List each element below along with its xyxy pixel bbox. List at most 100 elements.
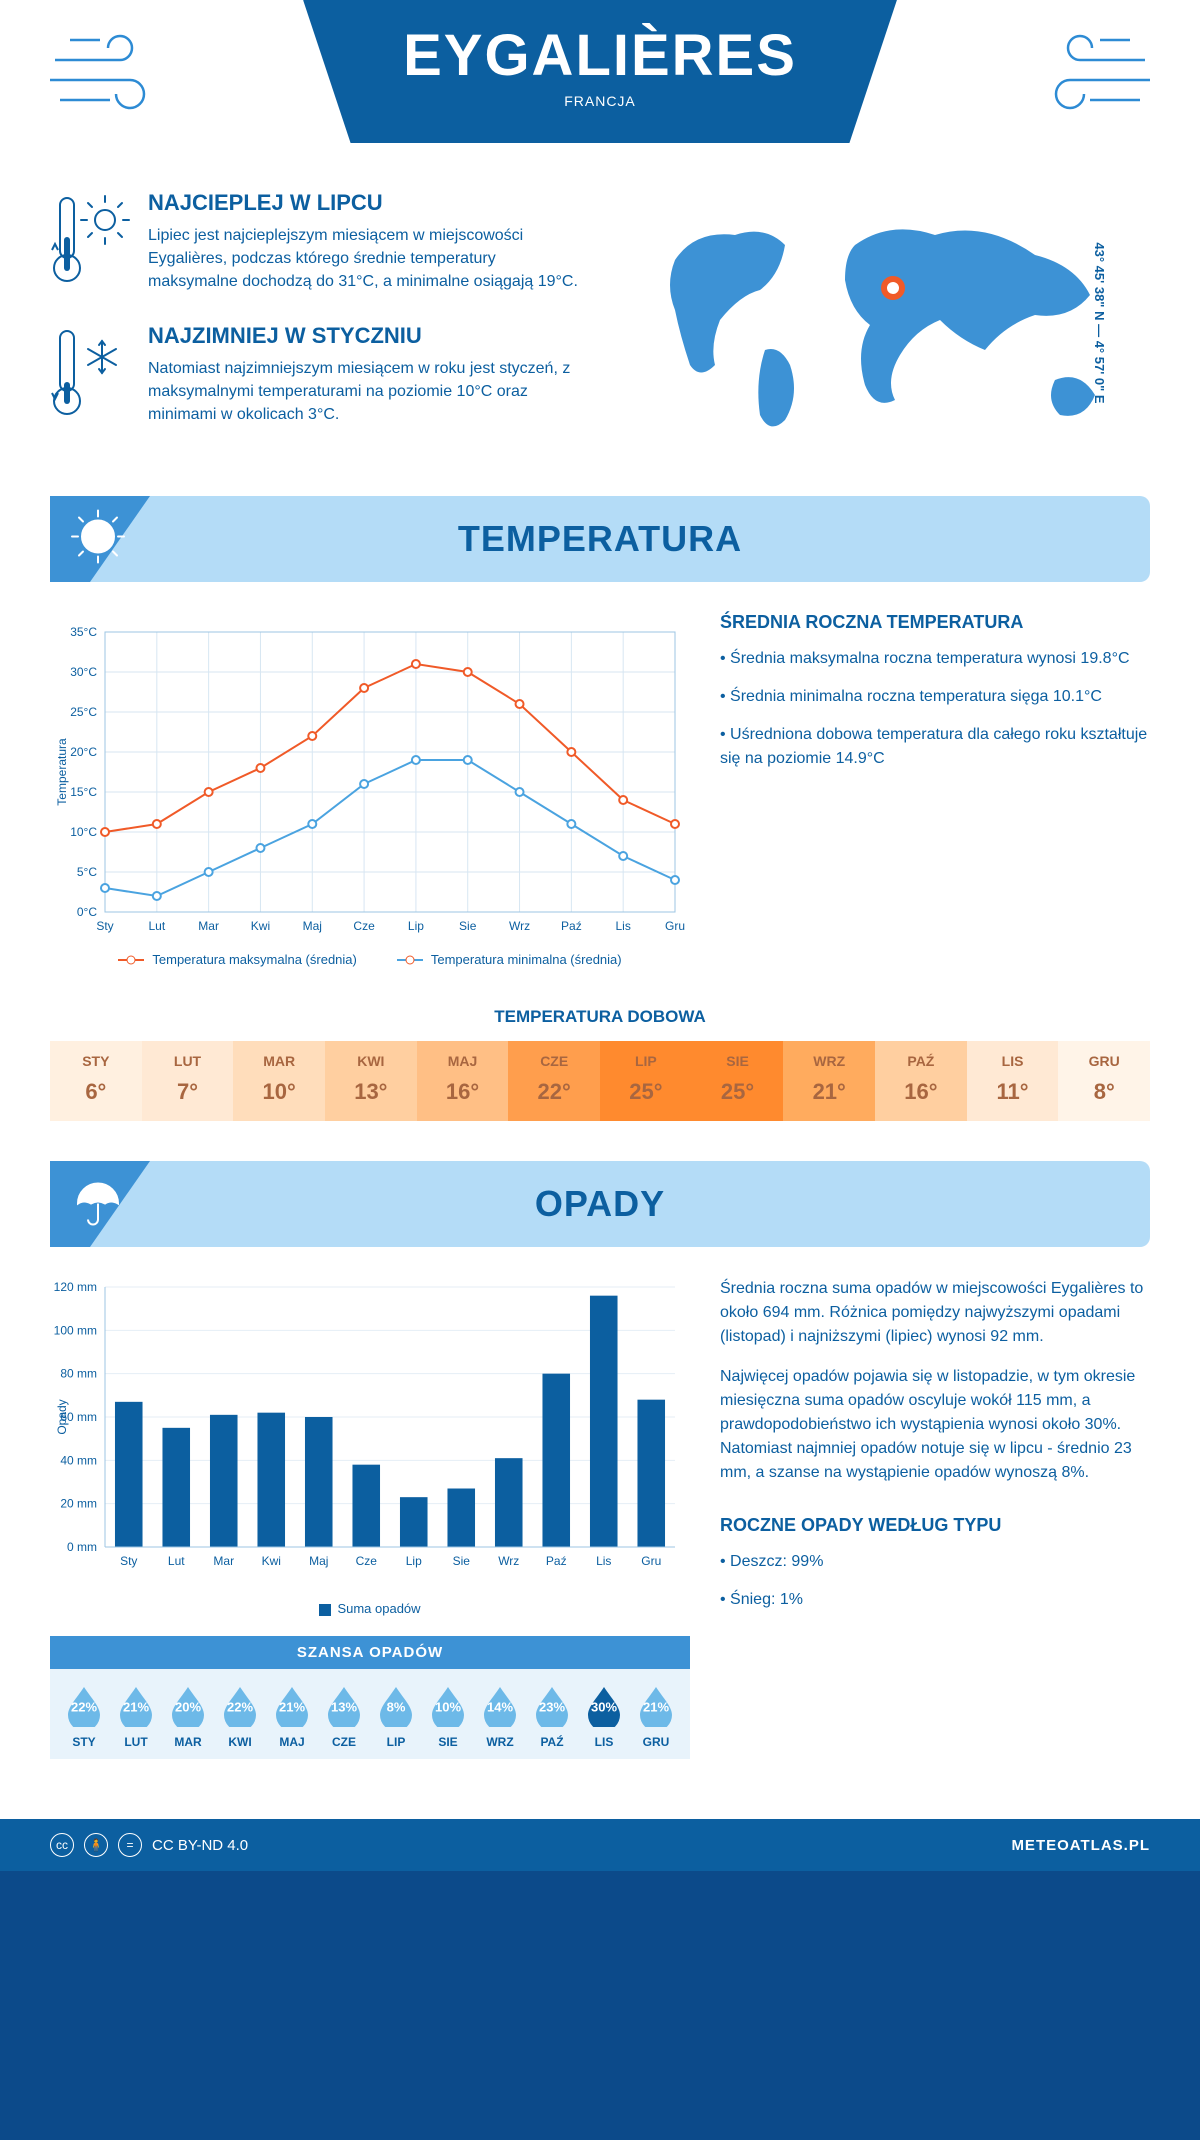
svg-text:Wrz: Wrz xyxy=(498,1554,519,1568)
svg-text:Maj: Maj xyxy=(303,919,322,933)
raindrop-icon: 30% xyxy=(582,1683,626,1727)
svg-text:0°C: 0°C xyxy=(77,905,97,919)
temp-value: 22° xyxy=(508,1079,600,1105)
bullet: • Deszcz: 99% xyxy=(720,1550,1150,1574)
daily-temp-title: TEMPERATURA DOBOWA xyxy=(0,1007,1200,1027)
svg-text:Mar: Mar xyxy=(198,919,219,933)
chance-cell: 30% LIS xyxy=(578,1683,630,1749)
svg-text:100 mm: 100 mm xyxy=(54,1323,97,1337)
raindrop-icon: 22% xyxy=(218,1683,262,1727)
bullet: • Uśredniona dobowa temperatura dla całe… xyxy=(720,723,1150,771)
chance-value: 30% xyxy=(582,1699,626,1714)
svg-text:10°C: 10°C xyxy=(70,825,97,839)
svg-text:20°C: 20°C xyxy=(70,745,97,759)
svg-text:Temperatura: Temperatura xyxy=(55,738,69,806)
svg-text:Gru: Gru xyxy=(665,919,685,933)
svg-text:35°C: 35°C xyxy=(70,625,97,639)
wind-icon xyxy=(1010,30,1150,125)
month-label: LIS xyxy=(967,1053,1059,1069)
precipitation-banner: OPADY xyxy=(50,1161,1150,1247)
svg-text:5°C: 5°C xyxy=(77,865,97,879)
info-row: NAJCIEPLEJ W LIPCU Lipiec jest najcieple… xyxy=(0,170,1200,496)
temp-value: 13° xyxy=(325,1079,417,1105)
chance-title: SZANSA OPADÓW xyxy=(50,1636,690,1669)
svg-text:Paź: Paź xyxy=(546,1554,567,1568)
world-map: 43° 45' 38" N — 4° 57' 0" E xyxy=(620,190,1150,456)
chance-strip: 22% STY 21% LUT 20% MAR 22% KWI 21% MAJ … xyxy=(50,1669,690,1759)
raindrop-icon: 13% xyxy=(322,1683,366,1727)
svg-text:Cze: Cze xyxy=(353,919,375,933)
temp-value: 8° xyxy=(1058,1079,1150,1105)
month-label: WRZ xyxy=(474,1735,526,1749)
coldest-block: NAJZIMNIEJ W STYCZNIU Natomiast najzimni… xyxy=(50,323,580,428)
sun-icon xyxy=(68,507,128,572)
bullet: • Średnia maksymalna roczna temperatura … xyxy=(720,647,1150,671)
month-label: LUT xyxy=(110,1735,162,1749)
chance-cell: 21% LUT xyxy=(110,1683,162,1749)
chance-value: 21% xyxy=(270,1699,314,1714)
month-label: CZE xyxy=(508,1053,600,1069)
cc-icon: cc xyxy=(50,1833,74,1857)
precip-legend: Suma opadów xyxy=(50,1601,690,1616)
chance-cell: 23% PAŹ xyxy=(526,1683,578,1749)
temp-value: 10° xyxy=(233,1079,325,1105)
month-label: WRZ xyxy=(783,1053,875,1069)
month-label: SIE xyxy=(692,1053,784,1069)
bullet: • Średnia minimalna roczna temperatura s… xyxy=(720,685,1150,709)
svg-text:Lip: Lip xyxy=(406,1554,422,1568)
temperature-banner: TEMPERATURA xyxy=(50,496,1150,582)
svg-text:30°C: 30°C xyxy=(70,665,97,679)
temp-cell: CZE 22° xyxy=(508,1041,600,1121)
temp-value: 7° xyxy=(142,1079,234,1105)
city-title: EYGALIÈRES xyxy=(403,22,797,89)
svg-text:0 mm: 0 mm xyxy=(67,1540,97,1554)
chance-value: 14% xyxy=(478,1699,522,1714)
nd-icon: = xyxy=(118,1833,142,1857)
temp-cell: LUT7° xyxy=(142,1041,234,1121)
svg-text:Gru: Gru xyxy=(641,1554,661,1568)
temp-value: 11° xyxy=(967,1079,1059,1105)
svg-text:40 mm: 40 mm xyxy=(60,1453,97,1467)
coldest-text: Natomiast najzimniejszym miesiącem w rok… xyxy=(148,357,580,427)
raindrop-icon: 22% xyxy=(62,1683,106,1727)
svg-text:Sty: Sty xyxy=(96,919,113,933)
month-label: PAŹ xyxy=(875,1053,967,1069)
chance-cell: 20% MAR xyxy=(162,1683,214,1749)
month-label: MAR xyxy=(233,1053,325,1069)
chance-cell: 13% CZE xyxy=(318,1683,370,1749)
coldest-title: NAJZIMNIEJ W STYCZNIU xyxy=(148,323,580,349)
annual-temp-text: ŚREDNIA ROCZNA TEMPERATURA • Średnia mak… xyxy=(720,612,1150,967)
temperature-title: TEMPERATURA xyxy=(50,518,1150,560)
precip-text: Średnia roczna suma opadów w miejscowośc… xyxy=(720,1277,1150,1799)
temp-value: 16° xyxy=(875,1079,967,1105)
month-label: SIE xyxy=(422,1735,474,1749)
raindrop-icon: 21% xyxy=(270,1683,314,1727)
license: cc 🧍 = CC BY-ND 4.0 xyxy=(50,1833,248,1857)
month-label: GRU xyxy=(1058,1053,1150,1069)
svg-text:Lis: Lis xyxy=(616,919,631,933)
svg-text:Sie: Sie xyxy=(453,1554,471,1568)
month-label: MAJ xyxy=(266,1735,318,1749)
chance-cell: 21% MAJ xyxy=(266,1683,318,1749)
footer: cc 🧍 = CC BY-ND 4.0 METEOATLAS.PL xyxy=(0,1819,1200,1871)
svg-text:Opady: Opady xyxy=(55,1399,69,1434)
raindrop-icon: 14% xyxy=(478,1683,522,1727)
svg-text:Lis: Lis xyxy=(596,1554,611,1568)
temp-value: 25° xyxy=(600,1079,692,1105)
chance-cell: 8% LIP xyxy=(370,1683,422,1749)
svg-text:Wrz: Wrz xyxy=(509,919,530,933)
hottest-title: NAJCIEPLEJ W LIPCU xyxy=(148,190,580,216)
chance-cell: 21% GRU xyxy=(630,1683,682,1749)
month-label: STY xyxy=(50,1053,142,1069)
svg-text:Kwi: Kwi xyxy=(251,919,270,933)
raindrop-icon: 21% xyxy=(114,1683,158,1727)
svg-text:Kwi: Kwi xyxy=(262,1554,281,1568)
svg-text:Lut: Lut xyxy=(168,1554,185,1568)
month-label: LIP xyxy=(600,1053,692,1069)
chance-value: 13% xyxy=(322,1699,366,1714)
bullet: • Śnieg: 1% xyxy=(720,1588,1150,1612)
chance-value: 20% xyxy=(166,1699,210,1714)
temperature-chart: 0°C5°C10°C15°C20°C25°C30°C35°CStyLutMarK… xyxy=(50,612,690,952)
temp-legend: .legend-swatch:nth-child(1)::after{borde… xyxy=(50,952,690,967)
chance-value: 21% xyxy=(634,1699,678,1714)
